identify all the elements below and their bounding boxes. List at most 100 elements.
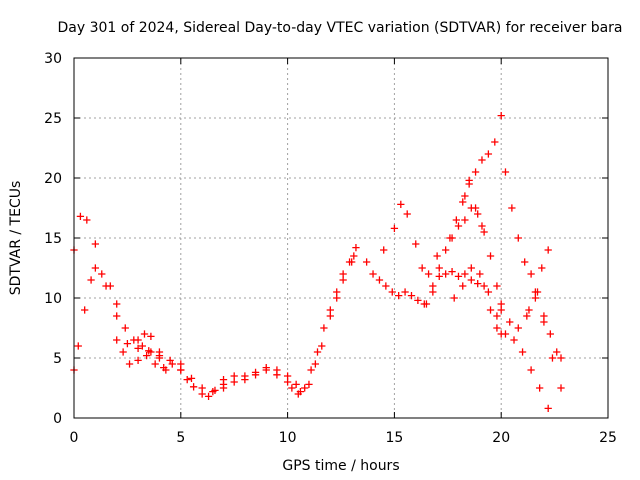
series-track-16 <box>497 294 565 392</box>
data-point <box>151 360 159 368</box>
series-track-15 <box>501 168 565 362</box>
data-point <box>429 282 437 290</box>
data-point <box>106 282 114 290</box>
data-point <box>480 228 488 236</box>
data-point <box>476 270 484 278</box>
y-tick-label: 5 <box>53 351 62 367</box>
x-tick-label: 5 <box>176 430 185 446</box>
data-point <box>527 270 535 278</box>
data-point <box>345 258 354 266</box>
data-point <box>448 267 456 276</box>
data-point <box>283 378 292 386</box>
data-point <box>318 342 326 350</box>
data-point <box>113 300 121 308</box>
series-track-14 <box>450 264 552 413</box>
data-point <box>540 318 548 326</box>
data-point <box>459 198 467 206</box>
data-point <box>546 330 554 338</box>
data-point <box>283 372 292 380</box>
series-track-17 <box>525 246 552 314</box>
data-point <box>401 288 409 296</box>
data-point <box>471 204 480 212</box>
data-point <box>388 288 396 296</box>
data-point <box>311 360 320 368</box>
series-track-12 <box>429 204 505 314</box>
data-point <box>424 270 433 278</box>
data-point <box>369 270 377 278</box>
data-point <box>198 384 206 392</box>
data-point <box>435 264 443 272</box>
data-point <box>414 296 422 305</box>
data-point <box>262 363 270 372</box>
data-point <box>155 348 164 356</box>
data-point <box>307 366 315 374</box>
data-point <box>461 270 469 278</box>
y-tick-label: 30 <box>44 51 62 67</box>
y-tick-label: 0 <box>53 411 62 427</box>
data-point <box>557 354 565 362</box>
data-point <box>147 348 155 356</box>
data-point <box>177 360 185 368</box>
data-point <box>187 374 196 383</box>
data-point <box>467 264 475 272</box>
data-point <box>320 324 328 332</box>
data-point <box>557 384 565 392</box>
data-point <box>544 246 552 254</box>
data-point <box>491 138 499 146</box>
data-point <box>147 332 155 341</box>
data-point <box>478 156 486 164</box>
data-point <box>288 384 296 392</box>
data-point <box>514 234 522 242</box>
series-track-8 <box>294 252 358 398</box>
series-track-18 <box>461 176 486 230</box>
data-point <box>450 294 458 302</box>
y-tick-label: 25 <box>44 111 62 127</box>
data-point <box>435 272 443 281</box>
data-point <box>119 348 127 356</box>
data-point <box>134 344 142 353</box>
data-point <box>305 380 313 389</box>
data-point <box>461 192 469 200</box>
data-point <box>531 288 540 296</box>
data-point <box>326 306 334 314</box>
data-point <box>125 360 134 368</box>
data-point <box>497 111 505 120</box>
data-point <box>478 222 486 230</box>
data-point <box>486 252 495 260</box>
data-point <box>442 246 450 254</box>
data-point <box>465 176 473 185</box>
x-axis-ticks: 0 5 10 15 20 25 <box>70 58 617 446</box>
data-point <box>204 392 213 401</box>
x-tick-label: 15 <box>385 430 403 446</box>
data-point <box>350 252 358 260</box>
data-point <box>211 386 219 395</box>
data-point <box>484 288 493 296</box>
data-point <box>506 318 514 326</box>
data-point <box>508 204 516 212</box>
chart-title: Day 301 of 2024, Sidereal Day-to-day VTE… <box>57 20 622 36</box>
data-point <box>525 306 533 314</box>
data-point <box>493 324 501 332</box>
y-tick-label: 20 <box>44 171 62 187</box>
data-point <box>140 330 149 338</box>
data-point <box>113 312 121 320</box>
data-point <box>497 306 505 314</box>
data-point <box>138 342 147 350</box>
data-point <box>273 366 281 374</box>
data-markers <box>70 111 565 413</box>
data-point <box>83 216 91 224</box>
data-point <box>429 288 437 296</box>
data-point <box>497 300 505 308</box>
series-track-7 <box>288 243 360 396</box>
data-point <box>510 336 518 344</box>
data-point <box>294 390 302 398</box>
data-point <box>339 276 347 284</box>
data-point <box>121 324 129 332</box>
data-point <box>474 279 482 288</box>
data-point <box>471 168 480 176</box>
data-point <box>198 390 206 398</box>
data-point <box>493 282 501 290</box>
data-point <box>313 348 322 356</box>
series-track-11 <box>422 267 505 338</box>
data-point <box>241 375 249 384</box>
